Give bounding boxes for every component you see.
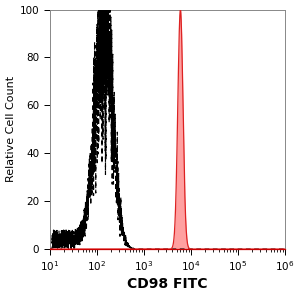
X-axis label: CD98 FITC: CD98 FITC [127,277,208,291]
Y-axis label: Relative Cell Count: Relative Cell Count [6,76,16,182]
